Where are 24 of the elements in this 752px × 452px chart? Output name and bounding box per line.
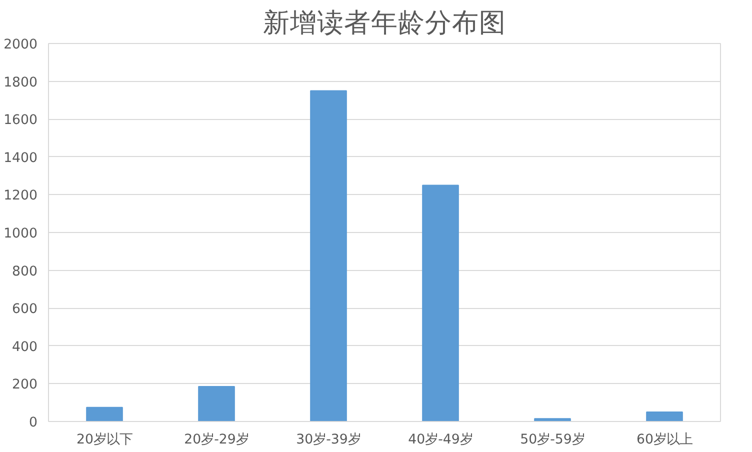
bar	[422, 184, 459, 422]
y-tick-label: 200	[12, 378, 38, 393]
y-tick-label: 2000	[4, 38, 38, 52]
x-tick-label: 40岁-49岁	[408, 432, 473, 448]
x-tick-label: 50岁-59岁	[520, 432, 585, 448]
bar	[86, 406, 123, 422]
x-tick-label: 30岁-39岁	[296, 432, 361, 448]
bar	[310, 90, 347, 422]
y-tick-label: 1800	[4, 75, 38, 90]
x-tick-label: 20岁-29岁	[184, 432, 249, 448]
y-tick-label: 600	[12, 302, 38, 318]
bar	[198, 386, 235, 422]
y-tick-label: 1200	[4, 188, 38, 204]
x-tick-label: 20岁以下	[76, 432, 132, 448]
y-tick-label: 1600	[4, 113, 38, 128]
bar	[646, 412, 683, 422]
y-tick-label: 1400	[4, 150, 38, 166]
chart-title: 新增读者年龄分布图	[263, 8, 506, 38]
y-tick-label: 800	[12, 264, 38, 280]
y-tick-label: 1000	[4, 226, 38, 242]
bar	[534, 418, 571, 422]
x-tick-label: 60岁以上	[636, 432, 692, 448]
y-tick-label: 400	[12, 340, 38, 355]
y-tick-label: 0	[29, 416, 38, 430]
